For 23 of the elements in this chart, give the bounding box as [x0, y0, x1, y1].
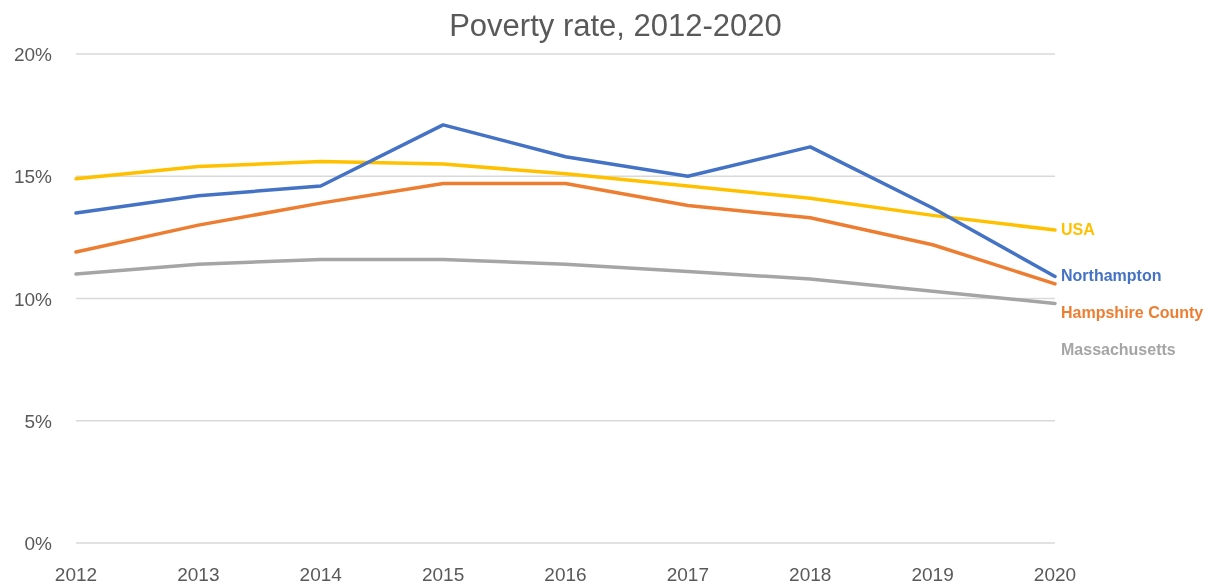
line-series [74, 123, 1057, 279]
line-series [74, 181, 1057, 286]
x-tick-label: 2012 [54, 564, 98, 585]
line-series [74, 159, 1057, 232]
x-tick-label: 2016 [544, 564, 587, 585]
x-tick-label: 2014 [299, 564, 343, 585]
x-tick-label: 2017 [666, 564, 710, 585]
x-tick-label: 2020 [1033, 564, 1077, 585]
x-tick-label: 2018 [789, 564, 832, 585]
series-label: Hampshire County [1061, 304, 1204, 322]
series-label: USA [1061, 221, 1096, 239]
text: Massachusetts [1061, 341, 1176, 359]
line-series [74, 257, 1057, 306]
series-label: Northampton [1061, 267, 1162, 285]
y-tick-label: 5% [24, 410, 53, 432]
x-tick-label: 2013 [177, 564, 220, 585]
y-tick-label: 0% [24, 533, 53, 554]
x-tick-label: 2015 [421, 564, 465, 585]
y-tick-label: 20% [13, 44, 53, 65]
y-tick-label: 10% [13, 288, 53, 310]
y-tick-label: 15% [13, 166, 53, 188]
x-tick-label: 2019 [911, 564, 954, 585]
chart-title: Poverty rate, 2012-2020 [449, 8, 782, 43]
